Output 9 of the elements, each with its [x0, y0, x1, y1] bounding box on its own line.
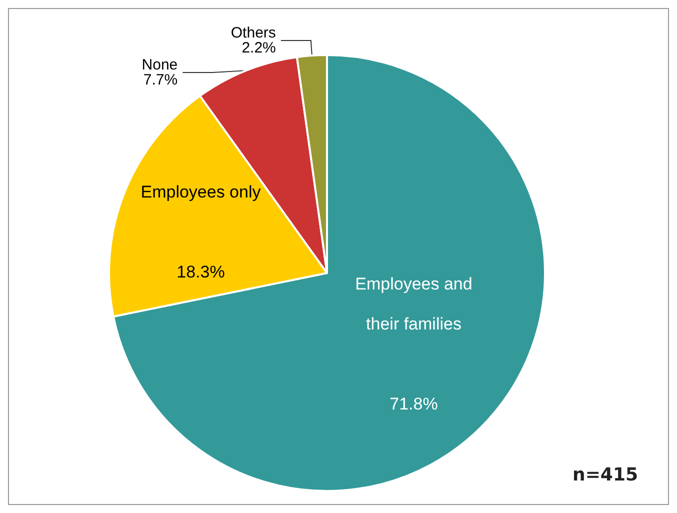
data-label: 2.2% [242, 40, 276, 57]
slice-label: Others [230, 24, 276, 42]
slice-label: Employees only [140, 182, 262, 202]
data-label: 18.3% [176, 262, 225, 282]
category-label: Employees and their families [355, 274, 472, 334]
data-label: 7.7% [143, 72, 178, 89]
data-label: 71.8% [390, 394, 438, 414]
slice-label: None [142, 56, 178, 74]
text: n=415 [572, 464, 638, 486]
